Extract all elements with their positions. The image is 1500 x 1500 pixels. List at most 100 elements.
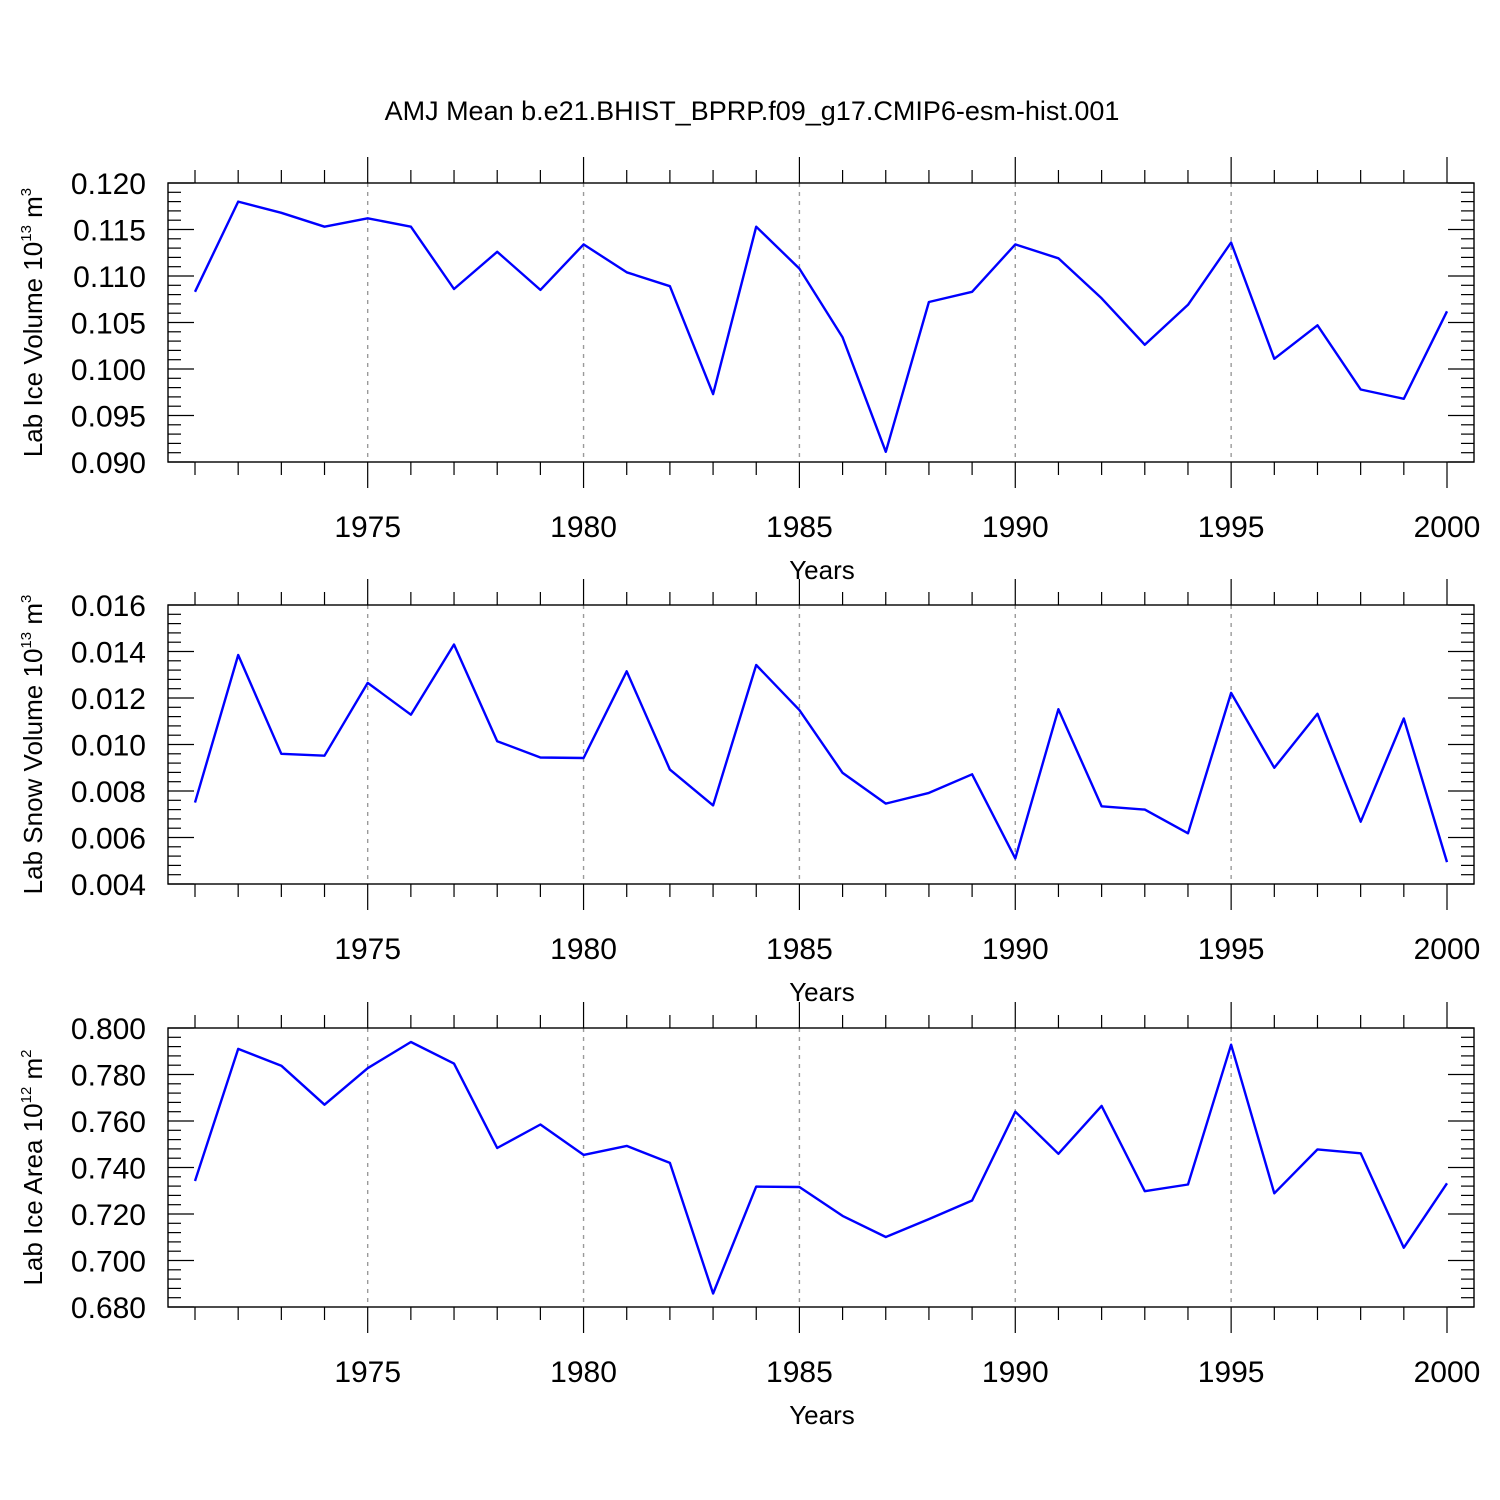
- data-point: [1186, 1182, 1190, 1186]
- data-point: [970, 1199, 974, 1203]
- data-point: [884, 450, 888, 454]
- data-point: [1445, 309, 1449, 313]
- x-tick-label: 1980: [550, 933, 617, 966]
- data-point: [668, 284, 672, 288]
- data-point: [1402, 397, 1406, 401]
- data-point: [1056, 256, 1060, 260]
- data-point: [279, 211, 283, 215]
- data-point: [193, 290, 197, 294]
- data-point: [323, 225, 327, 229]
- data-point: [625, 669, 629, 673]
- data-point: [970, 290, 974, 294]
- data-point: [193, 1179, 197, 1183]
- data-point: [841, 771, 845, 775]
- x-tick-label: 1995: [1198, 511, 1265, 544]
- data-point: [452, 643, 456, 647]
- data-point: [754, 663, 758, 667]
- y-tick-label: 0.760: [71, 1106, 146, 1139]
- data-point: [970, 772, 974, 776]
- data-point: [236, 653, 240, 657]
- data-point: [495, 250, 499, 254]
- data-point: [279, 1064, 283, 1068]
- data-point: [1143, 343, 1147, 347]
- x-axis-label: Years: [789, 1400, 855, 1430]
- series-line: [193, 1040, 1448, 1295]
- data-point: [1229, 1043, 1233, 1047]
- y-tick-label: 0.100: [71, 354, 146, 387]
- x-tick-label: 1985: [766, 1356, 833, 1389]
- data-point: [1143, 808, 1147, 812]
- x-tick-label: 2000: [1414, 511, 1481, 544]
- x-tick-label: 1975: [334, 1356, 401, 1389]
- plot-frame: [167, 604, 1475, 885]
- data-point: [1143, 1189, 1147, 1193]
- x-tick-label: 2000: [1414, 933, 1481, 966]
- x-tick-label: 1975: [334, 511, 401, 544]
- data-point: [1013, 856, 1017, 860]
- y-tick-label: 0.090: [71, 447, 146, 480]
- data-point: [841, 335, 845, 339]
- x-tick-label: 1995: [1198, 933, 1265, 966]
- y-tick-label: 0.008: [71, 776, 146, 809]
- data-point: [538, 288, 542, 292]
- data-point: [1100, 804, 1104, 808]
- data-point: [625, 270, 629, 274]
- y-tick-label: 0.105: [71, 308, 146, 341]
- data-point: [841, 1214, 845, 1218]
- data-point: [1100, 1104, 1104, 1108]
- x-tick-label: 2000: [1414, 1356, 1481, 1389]
- data-point: [1186, 303, 1190, 307]
- data-point: [625, 1144, 629, 1148]
- x-tick-label: 1995: [1198, 1356, 1265, 1389]
- y-tick-label: 0.004: [71, 869, 146, 902]
- data-point: [366, 681, 370, 685]
- data-point: [409, 1040, 413, 1044]
- data-point: [236, 200, 240, 204]
- data-point: [1315, 712, 1319, 716]
- x-tick-label: 1985: [766, 933, 833, 966]
- data-point: [1272, 1191, 1276, 1195]
- data-point: [927, 1217, 931, 1221]
- data-point: [797, 708, 801, 712]
- data-point: [1445, 1181, 1449, 1185]
- data-point: [1056, 1152, 1060, 1156]
- y-tick-label: 0.780: [71, 1060, 146, 1093]
- chart-panel-1: 1975 1980 1985 1990 1995 2000 0.090 0.095 0.100 0…: [18, 157, 1480, 585]
- plot-frame: [167, 182, 1475, 463]
- x-tick-label: 1975: [334, 933, 401, 966]
- x-tick-label: 1990: [982, 1356, 1049, 1389]
- data-point: [1272, 357, 1276, 361]
- data-point: [495, 1146, 499, 1150]
- data-point: [366, 216, 370, 220]
- data-point: [711, 803, 715, 807]
- x-tick-label: 1990: [982, 511, 1049, 544]
- data-point: [1013, 1110, 1017, 1114]
- x-tick-label: 1980: [550, 511, 617, 544]
- series-line: [193, 200, 1449, 453]
- y-tick-label: 0.740: [71, 1153, 146, 1186]
- data-point: [538, 1122, 542, 1126]
- figure-title: AMJ Mean b.e21.BHIST_BPRP.f09_g17.CMIP6-…: [385, 96, 1120, 126]
- data-point: [1359, 387, 1363, 391]
- y-tick-label: 0.115: [73, 215, 146, 248]
- data-point: [927, 791, 931, 795]
- y-tick-label: 0.010: [71, 730, 146, 763]
- y-axis-label: Lab Ice Volume 1013 m3: [18, 188, 48, 457]
- data-point: [1056, 707, 1060, 711]
- data-point: [1402, 716, 1406, 720]
- data-point: [927, 300, 931, 304]
- y-tick-label: 0.120: [71, 168, 146, 201]
- y-tick-label: 0.800: [71, 1013, 146, 1046]
- x-tick-label: 1980: [550, 1356, 617, 1389]
- data-point: [797, 267, 801, 271]
- series-line: [193, 643, 1449, 863]
- data-point: [1359, 820, 1363, 824]
- data-point: [1229, 241, 1233, 245]
- data-point: [1013, 242, 1017, 246]
- panels: 1975 1980 1985 1990 1995 2000 0.090 0.095 0.100 0…: [18, 157, 1480, 1430]
- y-axis-label: Lab Ice Area 1012 m2: [18, 1049, 48, 1285]
- x-axis-label: Years: [789, 555, 855, 585]
- x-tick-label: 1985: [766, 511, 833, 544]
- data-point: [1315, 323, 1319, 327]
- data-point: [366, 1066, 370, 1070]
